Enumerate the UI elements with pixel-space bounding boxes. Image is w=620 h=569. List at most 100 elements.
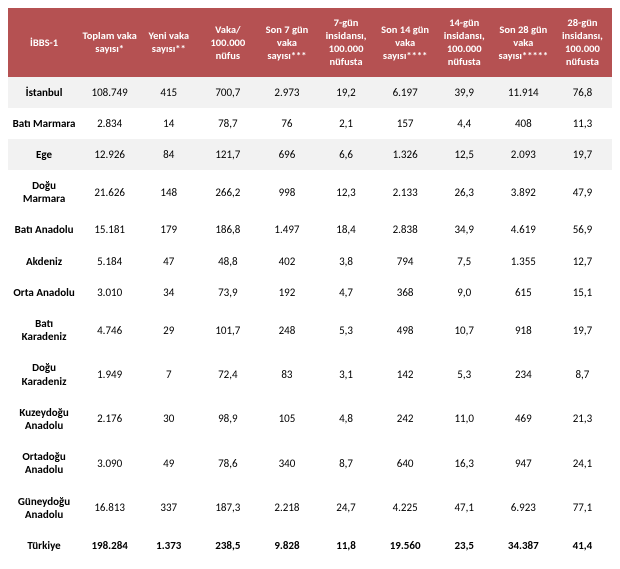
cell-value: 615 bbox=[494, 277, 553, 308]
table-row: Batı Karadeniz4.74629101,72485,349810,79… bbox=[8, 308, 612, 352]
cell-value: 16,3 bbox=[435, 441, 494, 485]
cell-value: 4.746 bbox=[80, 308, 139, 352]
cell-value: 5.184 bbox=[80, 246, 139, 277]
cell-value: 21,3 bbox=[553, 397, 612, 441]
table-row: Orta Anadolu3.0103473,91924,73689,061515… bbox=[8, 277, 612, 308]
cell-value: 186,8 bbox=[198, 214, 257, 245]
table-row: Güneydoğu Anadolu16.813337187,32.21824,7… bbox=[8, 486, 612, 530]
cell-value: 3,8 bbox=[316, 246, 375, 277]
region-name: Batı Anadolu bbox=[8, 214, 80, 245]
cell-value: 15.181 bbox=[80, 214, 139, 245]
col-header-3: Vaka/ 100.000 nüfus bbox=[198, 8, 257, 77]
cell-value: 248 bbox=[257, 308, 316, 352]
cell-value: 12,5 bbox=[435, 139, 494, 170]
table-row: Ortadoğu Anadolu3.0904978,63408,764016,3… bbox=[8, 441, 612, 485]
cell-value: 77,1 bbox=[553, 486, 612, 530]
cell-value: 108.749 bbox=[80, 77, 139, 108]
cell-value: 2.838 bbox=[376, 214, 435, 245]
cell-value: 5,3 bbox=[316, 308, 375, 352]
cell-value: 7 bbox=[139, 352, 198, 396]
cell-value: 34.387 bbox=[494, 530, 553, 561]
cell-value: 157 bbox=[376, 108, 435, 139]
cell-value: 12,7 bbox=[553, 246, 612, 277]
cell-value: 7,5 bbox=[435, 246, 494, 277]
table-row: Doğu Marmara21.626148266,299812,32.13326… bbox=[8, 170, 612, 214]
cell-value: 24,7 bbox=[316, 486, 375, 530]
cell-value: 48,8 bbox=[198, 246, 257, 277]
cell-value: 1.373 bbox=[139, 530, 198, 561]
col-header-8: Son 28 gün vaka sayısı***** bbox=[494, 8, 553, 77]
col-header-7: 14-gün insidansı, 100.000 nüfusta bbox=[435, 8, 494, 77]
cell-value: 402 bbox=[257, 246, 316, 277]
cell-value: 5,3 bbox=[435, 352, 494, 396]
region-name: Güneydoğu Anadolu bbox=[8, 486, 80, 530]
region-name: Batı Karadeniz bbox=[8, 308, 80, 352]
cell-value: 29 bbox=[139, 308, 198, 352]
cell-value: 3,1 bbox=[316, 352, 375, 396]
table-header-row: İBBS-1Toplam vaka sayısı*Yeni vaka sayıs… bbox=[8, 8, 612, 77]
cell-value: 238,5 bbox=[198, 530, 257, 561]
cell-value: 11,3 bbox=[553, 108, 612, 139]
cell-value: 84 bbox=[139, 139, 198, 170]
cell-value: 11,0 bbox=[435, 397, 494, 441]
col-header-6: Son 14 gün vaka sayısı**** bbox=[376, 8, 435, 77]
table-row: Doğu Karadeniz1.949772,4833,11425,32348,… bbox=[8, 352, 612, 396]
cell-value: 56,9 bbox=[553, 214, 612, 245]
col-header-2: Yeni vaka sayısı** bbox=[139, 8, 198, 77]
cell-value: 700,7 bbox=[198, 77, 257, 108]
cell-value: 6.923 bbox=[494, 486, 553, 530]
cell-value: 19,2 bbox=[316, 77, 375, 108]
cell-value: 34,9 bbox=[435, 214, 494, 245]
cell-value: 47,9 bbox=[553, 170, 612, 214]
cell-value: 101,7 bbox=[198, 308, 257, 352]
cell-value: 2.834 bbox=[80, 108, 139, 139]
cell-value: 83 bbox=[257, 352, 316, 396]
table-row: Akdeniz5.1844748,84023,87947,51.35512,7 bbox=[8, 246, 612, 277]
cell-value: 1.355 bbox=[494, 246, 553, 277]
region-name: Türkiye bbox=[8, 530, 80, 561]
cell-value: 8,7 bbox=[553, 352, 612, 396]
cell-value: 6,6 bbox=[316, 139, 375, 170]
cell-value: 4.619 bbox=[494, 214, 553, 245]
table-row: İstanbul108.749415700,72.97319,26.19739,… bbox=[8, 77, 612, 108]
col-header-1: Toplam vaka sayısı* bbox=[80, 8, 139, 77]
cell-value: 947 bbox=[494, 441, 553, 485]
cell-value: 12.926 bbox=[80, 139, 139, 170]
region-name: Doğu Karadeniz bbox=[8, 352, 80, 396]
cell-value: 340 bbox=[257, 441, 316, 485]
cell-value: 148 bbox=[139, 170, 198, 214]
cell-value: 1.949 bbox=[80, 352, 139, 396]
cell-value: 408 bbox=[494, 108, 553, 139]
cell-value: 3.892 bbox=[494, 170, 553, 214]
region-name: Ege bbox=[8, 139, 80, 170]
cell-value: 23,5 bbox=[435, 530, 494, 561]
cell-value: 11,8 bbox=[316, 530, 375, 561]
table-row: Batı Marmara2.8341478,7762,11574,440811,… bbox=[8, 108, 612, 139]
cell-value: 368 bbox=[376, 277, 435, 308]
cell-value: 2.093 bbox=[494, 139, 553, 170]
cell-value: 39,9 bbox=[435, 77, 494, 108]
cell-value: 15,1 bbox=[553, 277, 612, 308]
cell-value: 34 bbox=[139, 277, 198, 308]
cell-value: 19,7 bbox=[553, 308, 612, 352]
cell-value: 16.813 bbox=[80, 486, 139, 530]
cell-value: 105 bbox=[257, 397, 316, 441]
cell-value: 498 bbox=[376, 308, 435, 352]
cell-value: 41,4 bbox=[553, 530, 612, 561]
cell-value: 1.497 bbox=[257, 214, 316, 245]
cell-value: 9.828 bbox=[257, 530, 316, 561]
cell-value: 1.326 bbox=[376, 139, 435, 170]
cell-value: 918 bbox=[494, 308, 553, 352]
cell-value: 2,1 bbox=[316, 108, 375, 139]
region-name: Ortadoğu Anadolu bbox=[8, 441, 80, 485]
cell-value: 2.218 bbox=[257, 486, 316, 530]
cell-value: 192 bbox=[257, 277, 316, 308]
cell-value: 30 bbox=[139, 397, 198, 441]
cell-value: 12,3 bbox=[316, 170, 375, 214]
cell-value: 98,9 bbox=[198, 397, 257, 441]
region-name: Doğu Marmara bbox=[8, 170, 80, 214]
cell-value: 47,1 bbox=[435, 486, 494, 530]
cell-value: 49 bbox=[139, 441, 198, 485]
cell-value: 14 bbox=[139, 108, 198, 139]
cell-value: 2.176 bbox=[80, 397, 139, 441]
